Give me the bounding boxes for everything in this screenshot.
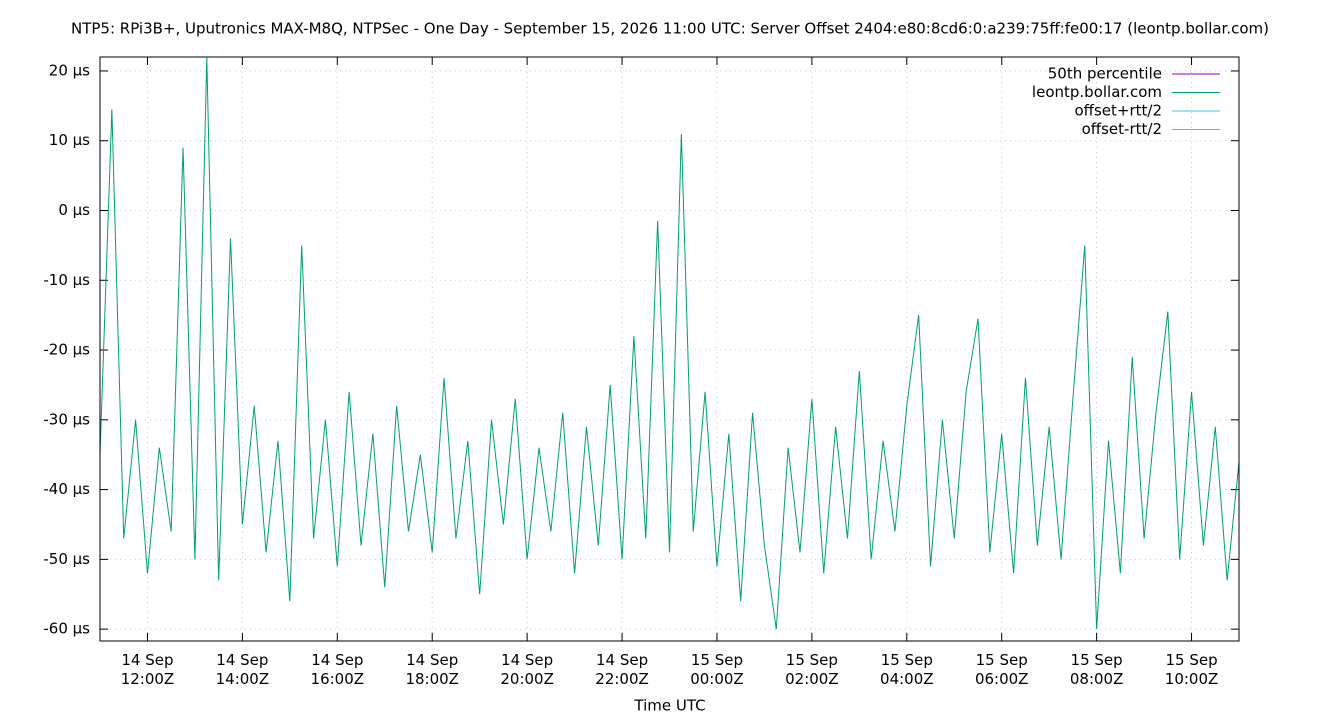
x-tick-label: 14 Sep 14:00Z [216, 651, 270, 688]
x-tick-label: 15 Sep 06:00Z [975, 651, 1029, 688]
chart-title: NTP5: RPi3B+, Uputronics MAX-M8Q, NTPSec… [71, 20, 1269, 38]
y-tick-label: -60 µs [43, 620, 90, 638]
legend-label: 50th percentile [1048, 65, 1162, 83]
x-tick-label: 14 Sep 22:00Z [595, 651, 649, 688]
x-axis-title: Time UTC [633, 697, 705, 715]
x-tick-label: 14 Sep 16:00Z [311, 651, 365, 688]
y-tick-label: -10 µs [43, 271, 90, 289]
y-tick-label: -40 µs [43, 480, 90, 498]
x-tick-label: 14 Sep 12:00Z [121, 651, 175, 688]
data-line [100, 57, 1239, 630]
y-tick-label: -30 µs [43, 410, 90, 428]
x-tick-label: 15 Sep 00:00Z [690, 651, 744, 688]
y-tick-label: 10 µs [49, 131, 90, 149]
x-tick-label: 15 Sep 04:00Z [880, 651, 934, 688]
plot-border [99, 56, 1240, 642]
x-tick-label: 15 Sep 02:00Z [785, 651, 839, 688]
y-tick-label: 20 µs [49, 61, 90, 79]
y-tick-label: -20 µs [43, 341, 90, 359]
x-tick-label: 15 Sep 08:00Z [1070, 651, 1124, 688]
legend-label: leontp.bollar.com [1032, 83, 1162, 101]
legend-label: offset+rtt/2 [1074, 102, 1162, 120]
legend-label: offset-rtt/2 [1082, 120, 1162, 138]
y-tick-label: 0 µs [58, 201, 90, 219]
y-tick-label: -50 µs [43, 550, 90, 568]
x-tick-label: 14 Sep 18:00Z [405, 651, 459, 688]
x-tick-label: 15 Sep 10:00Z [1165, 651, 1219, 688]
x-tick-label: 14 Sep 20:00Z [500, 651, 554, 688]
